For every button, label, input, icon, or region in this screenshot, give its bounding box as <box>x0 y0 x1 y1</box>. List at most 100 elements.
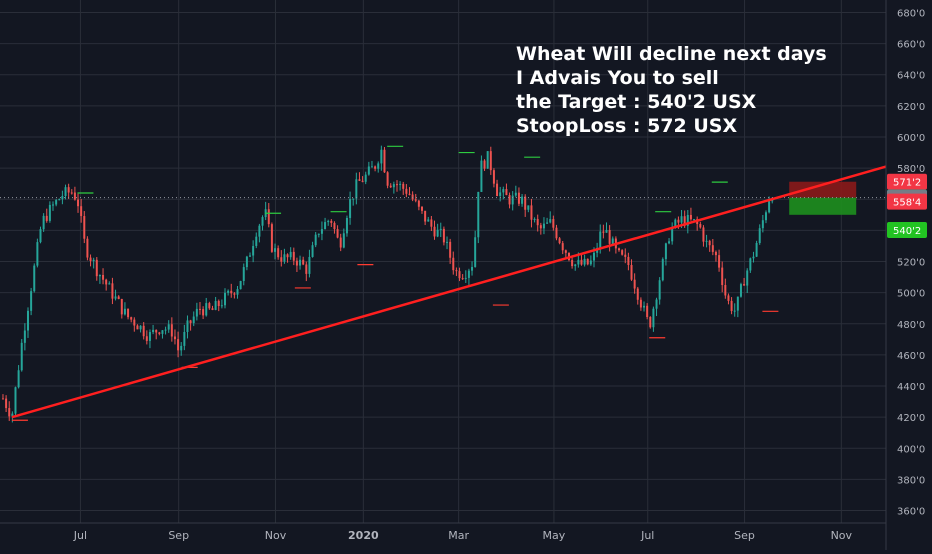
candle-body <box>664 243 667 260</box>
candle-body <box>14 387 17 414</box>
candle-body <box>286 254 289 258</box>
candle-body <box>183 331 186 346</box>
candle-body <box>643 305 646 308</box>
candle-body <box>342 233 345 248</box>
candle-body <box>508 195 511 205</box>
candle-body <box>64 187 67 196</box>
candle-body <box>339 237 342 248</box>
candlestick-series <box>1 145 774 423</box>
candle-body <box>752 256 755 259</box>
candle-body <box>295 260 298 266</box>
candle-body <box>583 258 586 265</box>
candle-body <box>577 259 580 265</box>
candle-body <box>136 325 139 330</box>
candle-body <box>624 254 627 257</box>
candle-body <box>458 271 461 279</box>
candle-body <box>718 255 721 268</box>
x-axis[interactable]: Jul Sep Nov 2020 Mar May Jul Sep Nov <box>0 522 886 542</box>
candle-body <box>433 226 436 237</box>
candle-body <box>414 199 417 201</box>
candle-body <box>102 275 105 280</box>
candle-body <box>549 219 552 223</box>
candle-body <box>724 285 727 296</box>
candle-body <box>355 179 358 199</box>
candle-body <box>708 240 711 246</box>
candle-body <box>542 223 545 229</box>
candle-body <box>618 248 621 251</box>
y-tick-label: 500'0 <box>897 289 925 300</box>
candle-body <box>89 257 92 262</box>
candle-body <box>230 290 233 294</box>
candle-body <box>492 170 495 184</box>
candle-body <box>580 259 583 265</box>
candle-body <box>249 255 252 257</box>
support-trendline <box>11 165 887 419</box>
candle-body <box>768 201 771 213</box>
candle-body <box>546 222 549 224</box>
candle-body <box>424 210 427 222</box>
candle-body <box>421 206 424 211</box>
candle-body <box>352 198 355 200</box>
candle-body <box>83 216 86 239</box>
candle-body <box>586 258 589 265</box>
candle-body <box>258 225 261 237</box>
candle-body <box>152 329 155 333</box>
candle-body <box>1 398 4 400</box>
candle-body <box>430 219 433 227</box>
candle-body <box>683 216 686 226</box>
candle-body <box>349 199 352 218</box>
candle-body <box>758 228 761 243</box>
candle-body <box>539 225 542 229</box>
candle-body <box>45 215 48 221</box>
candle-body <box>114 296 117 299</box>
candle-body <box>524 196 527 210</box>
annotation-line: Wheat Will decline next days <box>516 43 827 65</box>
candle-body <box>148 332 151 341</box>
candle-body <box>736 296 739 311</box>
candle-body <box>699 224 702 228</box>
candle-body <box>23 330 26 343</box>
candle-body <box>292 251 295 261</box>
candle-body <box>442 228 445 243</box>
candle-body <box>599 231 602 248</box>
candle-body <box>177 339 180 351</box>
candle-body <box>571 260 574 267</box>
x-tick-label: Nov <box>831 529 853 542</box>
candle-body <box>252 245 255 256</box>
candle-body <box>477 191 480 238</box>
candle-body <box>61 195 64 200</box>
candle-body <box>392 184 395 188</box>
candle-body <box>324 222 327 230</box>
candle-body <box>427 219 430 222</box>
candle-body <box>161 330 164 334</box>
candle-body <box>589 260 592 265</box>
candle-body <box>649 317 652 328</box>
candle-body <box>555 227 558 239</box>
candle-body <box>86 238 89 258</box>
y-tick-label: 440'0 <box>897 382 925 393</box>
candle-body <box>727 295 730 301</box>
candle-body <box>302 259 305 265</box>
candle-body <box>358 179 361 181</box>
candle-body <box>111 283 114 299</box>
candle-body <box>486 151 489 169</box>
y-axis[interactable]: 680'0660'0640'0620'0600'0580'0560'0540'0… <box>885 0 932 550</box>
candle-body <box>755 242 758 257</box>
y-tick-label: 380'0 <box>897 475 925 486</box>
candle-body <box>411 194 414 200</box>
y-tick-label: 580'0 <box>897 164 925 175</box>
x-tick-label: 2020 <box>348 529 379 542</box>
candle-body <box>646 305 649 318</box>
candle-body <box>73 192 76 200</box>
candle-body <box>374 166 377 169</box>
candle-body <box>80 206 83 217</box>
candle-body <box>489 151 492 171</box>
price-label-text: 571'2 <box>893 178 921 189</box>
target-zone <box>789 197 857 215</box>
candle-body <box>561 243 564 251</box>
candle-body <box>8 408 11 417</box>
candle-body <box>514 192 517 196</box>
